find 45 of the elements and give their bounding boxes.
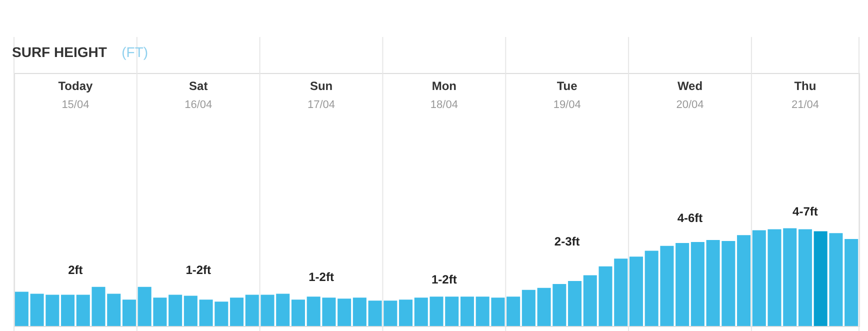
text: Wed: [677, 79, 703, 93]
bar: [506, 296, 520, 326]
bar: [737, 235, 751, 326]
text: Thu: [794, 79, 816, 93]
chart-subtitle: (FT): [122, 44, 148, 60]
bar: [814, 231, 828, 326]
bar: [61, 294, 75, 326]
bar: [568, 281, 582, 326]
bar: [399, 300, 413, 326]
bar: [690, 242, 704, 326]
text: 16/04: [184, 99, 212, 111]
text: 18/04: [430, 99, 458, 111]
text: Today: [58, 79, 93, 93]
bar: [230, 298, 244, 326]
bar: [522, 290, 536, 326]
bar: [338, 298, 352, 326]
annotation: 2ft: [68, 262, 83, 277]
chart-title: SURF HEIGHT: [12, 44, 108, 60]
text: 15/04: [62, 99, 90, 111]
text: 4-6ft: [677, 211, 703, 226]
text: 17/04: [308, 99, 336, 111]
bar: [676, 242, 690, 326]
annotation: 2-3ft: [554, 234, 580, 249]
text: Mon: [432, 79, 457, 93]
text: Sat: [189, 79, 208, 93]
bar: [460, 296, 474, 326]
text: Sun: [310, 79, 333, 93]
bar: [352, 298, 366, 326]
bar: [122, 300, 136, 326]
bar: [629, 256, 643, 326]
bar: [829, 233, 843, 326]
text: 21/04: [791, 99, 819, 111]
bar: [168, 294, 182, 326]
annotation: 1-2ft: [432, 272, 457, 287]
annotation: 1-2ft: [186, 262, 212, 277]
text: 20/04: [676, 99, 704, 111]
bar: [798, 229, 812, 326]
bar: [291, 300, 305, 326]
text: 19/04: [553, 99, 581, 111]
text: 4-7ft: [792, 204, 818, 218]
bar: [844, 239, 858, 326]
text: Tue: [556, 79, 578, 93]
annotation: 1-2ft: [308, 270, 334, 284]
bar: [14, 292, 28, 326]
bar: [184, 296, 198, 326]
